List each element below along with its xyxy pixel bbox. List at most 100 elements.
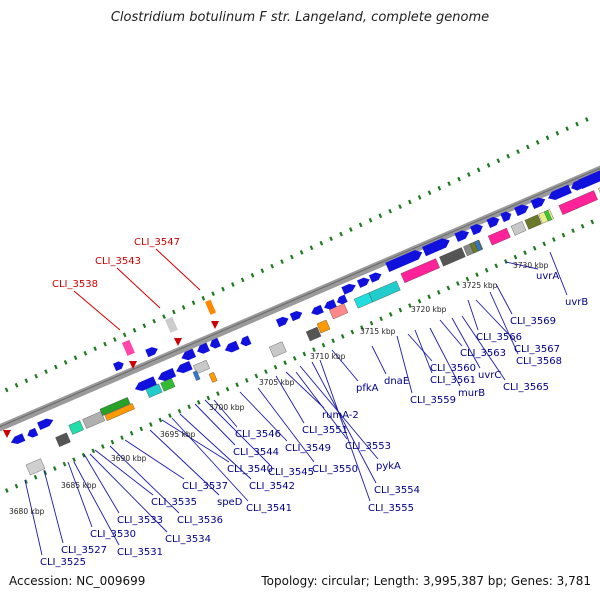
tick-dot: [280, 259, 284, 264]
gene-feature: [510, 221, 527, 236]
tick-dot: [110, 439, 115, 445]
tick-dot: [398, 204, 402, 209]
gene-arrow-forward: [500, 211, 512, 223]
gene-label: CLI_3553: [345, 441, 391, 452]
gene-arrow-forward: [341, 283, 356, 295]
tick-dot: [206, 395, 211, 401]
gene-label: rumA-2: [322, 410, 359, 421]
gene-feature: [160, 378, 176, 392]
highlight-marker: [129, 361, 137, 369]
axis-tick-label: 3730 kbp: [513, 261, 549, 270]
gene-arrow-forward: [486, 216, 500, 229]
tick-dot: [260, 268, 265, 274]
gene-label: speD: [217, 497, 243, 508]
tick-dot: [379, 316, 383, 322]
gene-feature: [10, 433, 26, 445]
gene-feature: [224, 340, 240, 353]
gene-feature: [341, 283, 356, 295]
gene-label: dnaE: [384, 376, 409, 387]
gene-feature: [269, 341, 287, 358]
gene-feature: [454, 230, 470, 242]
gene-label-connector: [204, 399, 271, 466]
gene-label: uvrC: [478, 370, 501, 381]
tick-dot: [139, 426, 144, 432]
gene-feature: [305, 326, 322, 342]
gene-label: CLI_3536: [177, 515, 223, 526]
gene-feature: [324, 299, 337, 310]
highlighted-gene-label: CLI_3547: [134, 237, 180, 248]
gene-label-connector: [124, 439, 185, 480]
gene-label-connector: [161, 419, 230, 463]
gene-label: CLI_3542: [249, 481, 295, 492]
gene-arrow-reverse: [27, 427, 39, 438]
tick-dot: [398, 307, 403, 313]
gene-box: [68, 420, 84, 435]
gene-label: CLI_3533: [117, 515, 163, 526]
tick-dot: [63, 360, 68, 365]
tick-dot: [129, 430, 134, 436]
gene-feature: [486, 216, 500, 229]
tick-dot: [446, 285, 451, 291]
tick-dot: [331, 338, 335, 344]
tick-dot: [14, 382, 19, 388]
gene-arrow-forward: [454, 230, 470, 242]
gene-label: CLI_3560: [430, 363, 476, 374]
gene-box: [543, 210, 552, 222]
gene-label-connector: [239, 391, 288, 442]
highlighted-gene-label: CLI_3543: [95, 256, 141, 267]
highlighted-gene-label: CLI_3538: [52, 279, 98, 290]
gene-arrow-forward: [368, 272, 382, 283]
map-title: Clostridium botulinum F str. Langeland, …: [110, 10, 490, 25]
gene-box: [474, 240, 483, 252]
gene-arrow-reverse: [10, 433, 26, 445]
gene-label: CLI_3561: [430, 375, 476, 386]
tick-dot: [4, 387, 9, 393]
gene-label: CLI_3565: [503, 382, 549, 393]
gene-label-connector: [149, 429, 220, 496]
gene-box: [55, 432, 71, 447]
gene-label-connector: [505, 261, 539, 270]
gene-box: [316, 319, 331, 334]
gene-label-connector: [89, 453, 168, 533]
gene-arrow-reverse: [176, 360, 193, 374]
gene-label: pykA: [376, 461, 401, 472]
gene-label: CLI_3531: [117, 547, 163, 558]
gene-arrow-reverse: [240, 335, 252, 347]
tick-dot: [211, 291, 215, 297]
gene-feature: [470, 224, 483, 236]
gene-arrow-reverse: [157, 368, 177, 382]
gene-arrow-forward: [357, 277, 370, 288]
tick-dot: [91, 448, 96, 454]
tick-dot: [142, 323, 147, 329]
tick-dot: [321, 342, 326, 348]
gene-label: pfkA: [356, 383, 379, 394]
gene-arrow-forward: [289, 310, 303, 322]
gene-label: CLI_3530: [90, 529, 136, 540]
tick-dot: [283, 360, 287, 366]
gene-arrow-reverse: [548, 184, 572, 200]
gene-feature: [530, 197, 546, 210]
gene-feature: [209, 337, 221, 349]
gene-label: CLI_3554: [374, 485, 420, 496]
highlight-connector: [73, 290, 121, 331]
gene-box: [269, 341, 287, 358]
tick-dot: [447, 181, 451, 187]
tick-dot: [14, 483, 19, 489]
label-connectors: [24, 248, 568, 556]
gene-label: uvrB: [565, 297, 588, 308]
gene-label-connector: [83, 453, 120, 514]
tick-dot: [417, 195, 422, 200]
gene-arrow-forward: [470, 224, 483, 236]
gene-label-connector: [73, 461, 120, 546]
tick-dot: [358, 222, 363, 228]
tick-dot: [299, 250, 304, 255]
gene-feature: [329, 303, 349, 320]
gene-feature: [487, 227, 511, 246]
gene-box: [82, 411, 106, 429]
tick-dot: [457, 176, 461, 182]
tick-dot: [270, 263, 274, 269]
gene-feature: [55, 432, 71, 447]
gene-box: [99, 397, 131, 416]
highlighted-gene: [122, 339, 135, 356]
gene-feature: [543, 210, 552, 222]
